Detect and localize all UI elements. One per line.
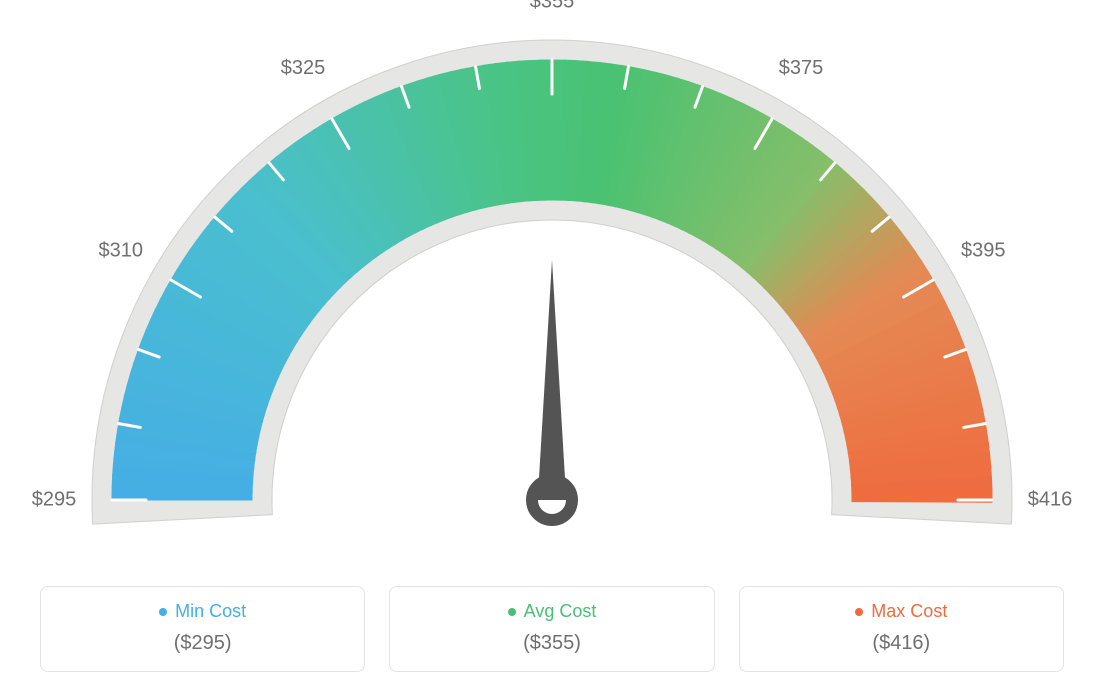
svg-text:$325: $325 bbox=[281, 57, 326, 79]
svg-text:$375: $375 bbox=[779, 57, 824, 79]
legend-value-max: ($416) bbox=[750, 632, 1053, 655]
legend-label-max: Max Cost bbox=[871, 601, 947, 622]
dot-avg bbox=[508, 608, 516, 616]
legend-label-min: Min Cost bbox=[175, 601, 246, 622]
svg-text:$295: $295 bbox=[32, 488, 77, 510]
legend-title-min: Min Cost bbox=[159, 601, 246, 622]
legend-title-avg: Avg Cost bbox=[508, 601, 597, 622]
gauge-svg: $295 $310 $325 $355 $375 $395 $416 bbox=[0, 0, 1104, 560]
legend-card-min: Min Cost ($295) bbox=[40, 586, 365, 672]
legend-card-avg: Avg Cost ($355) bbox=[389, 586, 714, 672]
gauge-area: $295 $310 $325 $355 $375 $395 $416 bbox=[0, 0, 1104, 560]
legend-value-min: ($295) bbox=[51, 632, 354, 655]
legend-title-max: Max Cost bbox=[855, 601, 947, 622]
svg-text:$355: $355 bbox=[530, 0, 575, 12]
cost-gauge-widget: $295 $310 $325 $355 $375 $395 $416 Min Cost ($… bbox=[0, 0, 1104, 690]
legend-label-avg: Avg Cost bbox=[524, 601, 597, 622]
legend-card-max: Max Cost ($416) bbox=[739, 586, 1064, 672]
dot-max bbox=[855, 608, 863, 616]
svg-text:$416: $416 bbox=[1028, 488, 1073, 510]
dot-min bbox=[159, 608, 167, 616]
svg-text:$310: $310 bbox=[98, 239, 143, 261]
svg-text:$395: $395 bbox=[961, 239, 1006, 261]
legend-row: Min Cost ($295) Avg Cost ($355) Max Cost… bbox=[0, 586, 1104, 672]
legend-value-avg: ($355) bbox=[400, 632, 703, 655]
